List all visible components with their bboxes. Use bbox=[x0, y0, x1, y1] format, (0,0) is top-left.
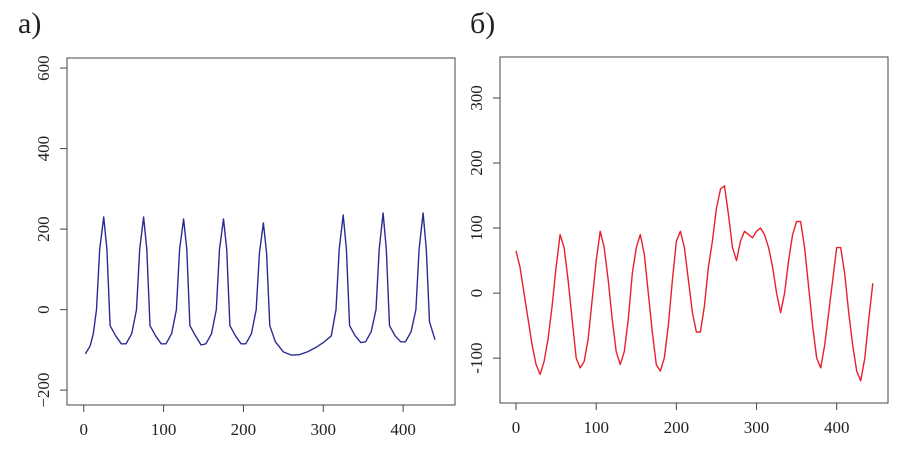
y-tick-label: -100 bbox=[467, 343, 486, 374]
plot-frame bbox=[66, 57, 456, 406]
x-tick-label: 0 bbox=[80, 420, 89, 439]
x-tick-label: 300 bbox=[744, 418, 770, 437]
y-tick-label: 600 bbox=[34, 55, 53, 81]
y-tick-label: 300 bbox=[467, 85, 486, 111]
x-tick-label: 100 bbox=[583, 418, 609, 437]
data-line bbox=[84, 212, 436, 356]
x-tick-label: 0 bbox=[512, 418, 521, 437]
plot-frame bbox=[499, 56, 889, 404]
y-tick-label: 0 bbox=[467, 289, 486, 298]
y-tick-label: −200 bbox=[34, 373, 53, 408]
y-tick-label: 200 bbox=[34, 216, 53, 242]
panel-title: а) bbox=[18, 7, 41, 40]
x-tick-label: 200 bbox=[664, 418, 690, 437]
x-tick-label: 100 bbox=[151, 420, 177, 439]
x-tick-label: 200 bbox=[231, 420, 257, 439]
x-tick-label: 400 bbox=[824, 418, 850, 437]
x-tick-label: 300 bbox=[311, 420, 337, 439]
data-line bbox=[515, 185, 874, 382]
y-tick-label: 400 bbox=[34, 136, 53, 162]
x-tick-label: 400 bbox=[390, 420, 416, 439]
y-tick-label: 200 bbox=[467, 150, 486, 176]
y-tick-label: 0 bbox=[34, 305, 53, 314]
panel-title: б) bbox=[470, 7, 495, 40]
y-tick-label: 100 bbox=[467, 215, 486, 241]
